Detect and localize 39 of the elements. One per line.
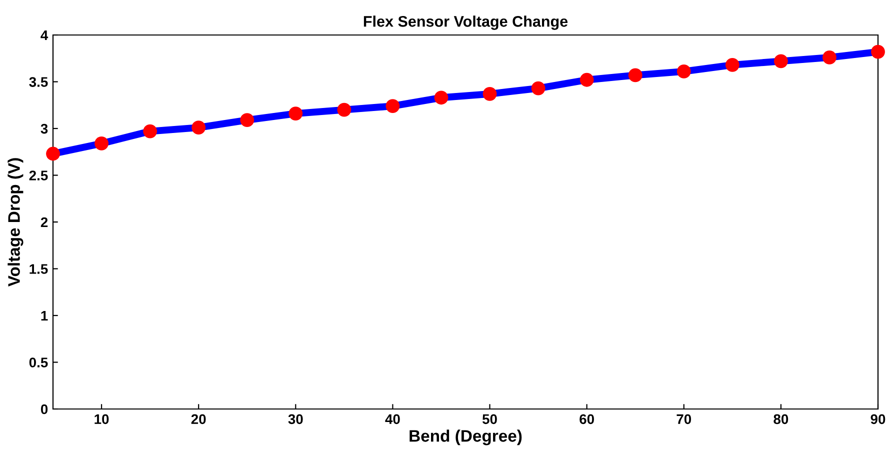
- point: [143, 124, 158, 138]
- point: [240, 113, 254, 128]
- y-tick-label: 0: [40, 404, 48, 414]
- point: [871, 44, 885, 59]
- point: [386, 99, 400, 114]
- point: [94, 136, 108, 150]
- point: [822, 50, 836, 64]
- y-tick-label: 3.5: [29, 77, 48, 87]
- y-tick-label: 1.5: [30, 264, 48, 274]
- point: [192, 120, 206, 135]
- point: [288, 106, 303, 120]
- point: [628, 68, 642, 82]
- x-tick-label: 10: [94, 414, 109, 424]
- point: [434, 90, 448, 105]
- y-tick-label: 0.5: [29, 358, 48, 368]
- y-axis-title: Voltage Drop (V): [8, 158, 24, 287]
- x-tick-label: 40: [385, 414, 400, 424]
- point: [774, 54, 788, 68]
- x-tick-label: 20: [191, 414, 206, 424]
- chart-title: Flex Sensor Voltage Change: [364, 16, 568, 30]
- x-tick-label: 80: [774, 414, 788, 424]
- point: [676, 64, 691, 78]
- point: [482, 86, 497, 101]
- y-tick-label: 3: [40, 124, 48, 134]
- point: [46, 146, 60, 161]
- x-tick-label: 60: [580, 414, 594, 424]
- x-tick-label: 30: [288, 414, 303, 424]
- y-tick-label: 2: [40, 217, 48, 228]
- point: [337, 102, 352, 117]
- y-tick-label: 4: [40, 30, 48, 40]
- x-tick-label: 50: [482, 414, 497, 424]
- point: [580, 72, 594, 87]
- x-tick-label: 90: [870, 414, 886, 424]
- point: [725, 58, 740, 72]
- x-axis-title: Bend (Degree): [410, 430, 522, 446]
- y-tick-label: 2.5: [29, 170, 48, 180]
- point: [531, 81, 546, 96]
- x-tick-label: 70: [676, 414, 692, 424]
- y-tick-label: 1: [41, 310, 48, 321]
